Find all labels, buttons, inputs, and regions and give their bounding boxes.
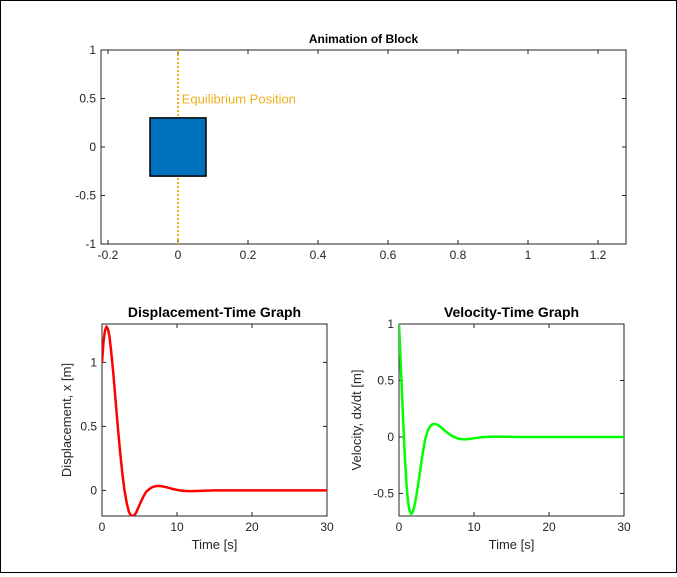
y-tick-label: -1 [85, 237, 96, 251]
y-tick-label: 1 [90, 355, 97, 369]
y-tick-label: 0.5 [79, 92, 96, 106]
y-tick-label: 0.5 [80, 419, 97, 433]
x-tick-label: 0.8 [450, 248, 467, 262]
x-tick-label: 10 [467, 520, 481, 534]
x-tick-label: -0.2 [98, 248, 119, 262]
y-tick-label: -0.5 [75, 189, 96, 203]
y-tick-label: 0 [387, 430, 394, 444]
x-tick-label: 0.2 [240, 248, 257, 262]
displacement-axes: 0 10 20 30 1 0.5 0 Displacement-Time Graph Time … [59, 304, 334, 552]
velocity-axes: 0 10 20 30 1 0.5 0 -0.5 Velocity-Time Graph Time … [349, 304, 631, 552]
axes-box [398, 323, 625, 517]
x-axis-label: Time [s] [192, 537, 238, 552]
y-axis-label: Displacement, x [m] [59, 363, 74, 477]
y-tick-label: -0.5 [373, 486, 394, 500]
block [149, 117, 207, 177]
y-tick-label: 0 [90, 483, 97, 497]
y-axis-label: Velocity, dx/dt [m] [349, 370, 364, 471]
x-tick-label: 0 [175, 248, 182, 262]
y-tick-label: 0.5 [377, 373, 394, 387]
x-tick-label: 30 [320, 520, 334, 534]
x-tick-label: 20 [542, 520, 556, 534]
equilibrium-annotation: Equilibrium Position [182, 92, 296, 107]
y-tick-label: 0 [89, 140, 96, 154]
x-tick-label: 1.2 [590, 248, 607, 262]
axes-title: Velocity-Time Graph [444, 304, 579, 320]
x-tick-label: 0.6 [380, 248, 397, 262]
x-tick-label: 0 [396, 520, 403, 534]
x-tick-label: 20 [245, 520, 259, 534]
axes-title: Displacement-Time Graph [128, 304, 301, 320]
animation-axes: -0.2 0 0.2 0.4 0.6 0.8 1 1.2 1 0.5 0 -0.5 -1 Animatio… [75, 32, 627, 262]
x-tick-label: 1 [525, 248, 532, 262]
y-tick-label: 1 [387, 317, 394, 331]
x-tick-label: 0 [99, 520, 106, 534]
x-tick-label: 30 [617, 520, 631, 534]
y-tick-label: 1 [89, 43, 96, 57]
x-axis-label: Time [s] [489, 537, 535, 552]
series-line [399, 324, 624, 515]
x-tick-label: 0.4 [310, 248, 327, 262]
axes-title: Animation of Block [309, 32, 419, 46]
series-line [102, 325, 327, 516]
x-tick-label: 10 [170, 520, 184, 534]
axes-box [101, 323, 328, 517]
